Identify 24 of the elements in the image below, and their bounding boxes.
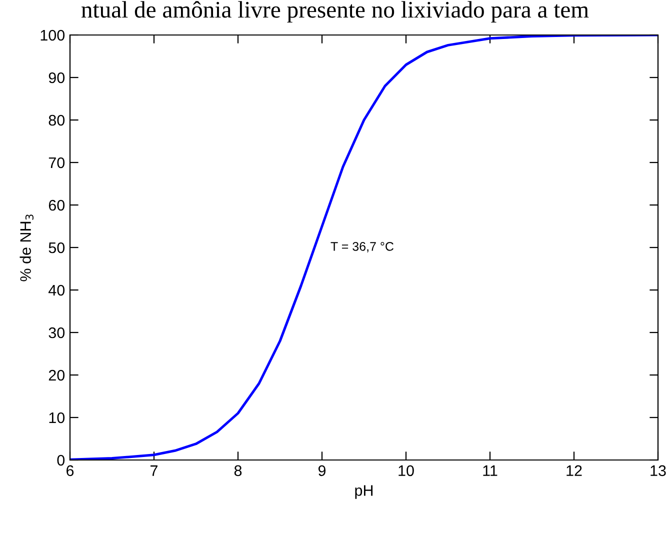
y-tick-label: 100 (40, 30, 65, 41)
y-tick-label: 0 (57, 454, 65, 466)
line-series (70, 35, 658, 460)
x-tick-label: 13 (650, 465, 666, 476)
y-tick-label: 90 (48, 72, 65, 84)
x-tick-label: 8 (234, 465, 242, 476)
y-tick-label: 50 (48, 242, 65, 254)
y-axis-title: % de NH$_{3}$ (20, 214, 34, 282)
y-tick-label: 70 (48, 157, 65, 168)
x-tick-label: 9 (318, 465, 326, 476)
x-tick-label: 6 (66, 465, 74, 476)
x-tick-label: 12 (566, 465, 582, 476)
y-tick-label: 40 (48, 284, 65, 296)
x-tick-label: 11 (483, 465, 498, 476)
y-tick-label: 80 (48, 114, 65, 126)
chart-title: ntual de amônia livre presente no lixiviado para a tem (81, 1, 589, 23)
y-tick-label: 20 (48, 370, 65, 381)
x-tick-label: 7 (150, 465, 158, 476)
annotation: T = 36,7 °C (330, 242, 394, 252)
y-tick-label: 60 (48, 200, 65, 211)
x-tick-label: 10 (398, 465, 414, 476)
x-axis-title: pH (355, 485, 373, 499)
y-tick-label: 30 (48, 327, 65, 338)
y-tick-label: 10 (49, 412, 65, 424)
